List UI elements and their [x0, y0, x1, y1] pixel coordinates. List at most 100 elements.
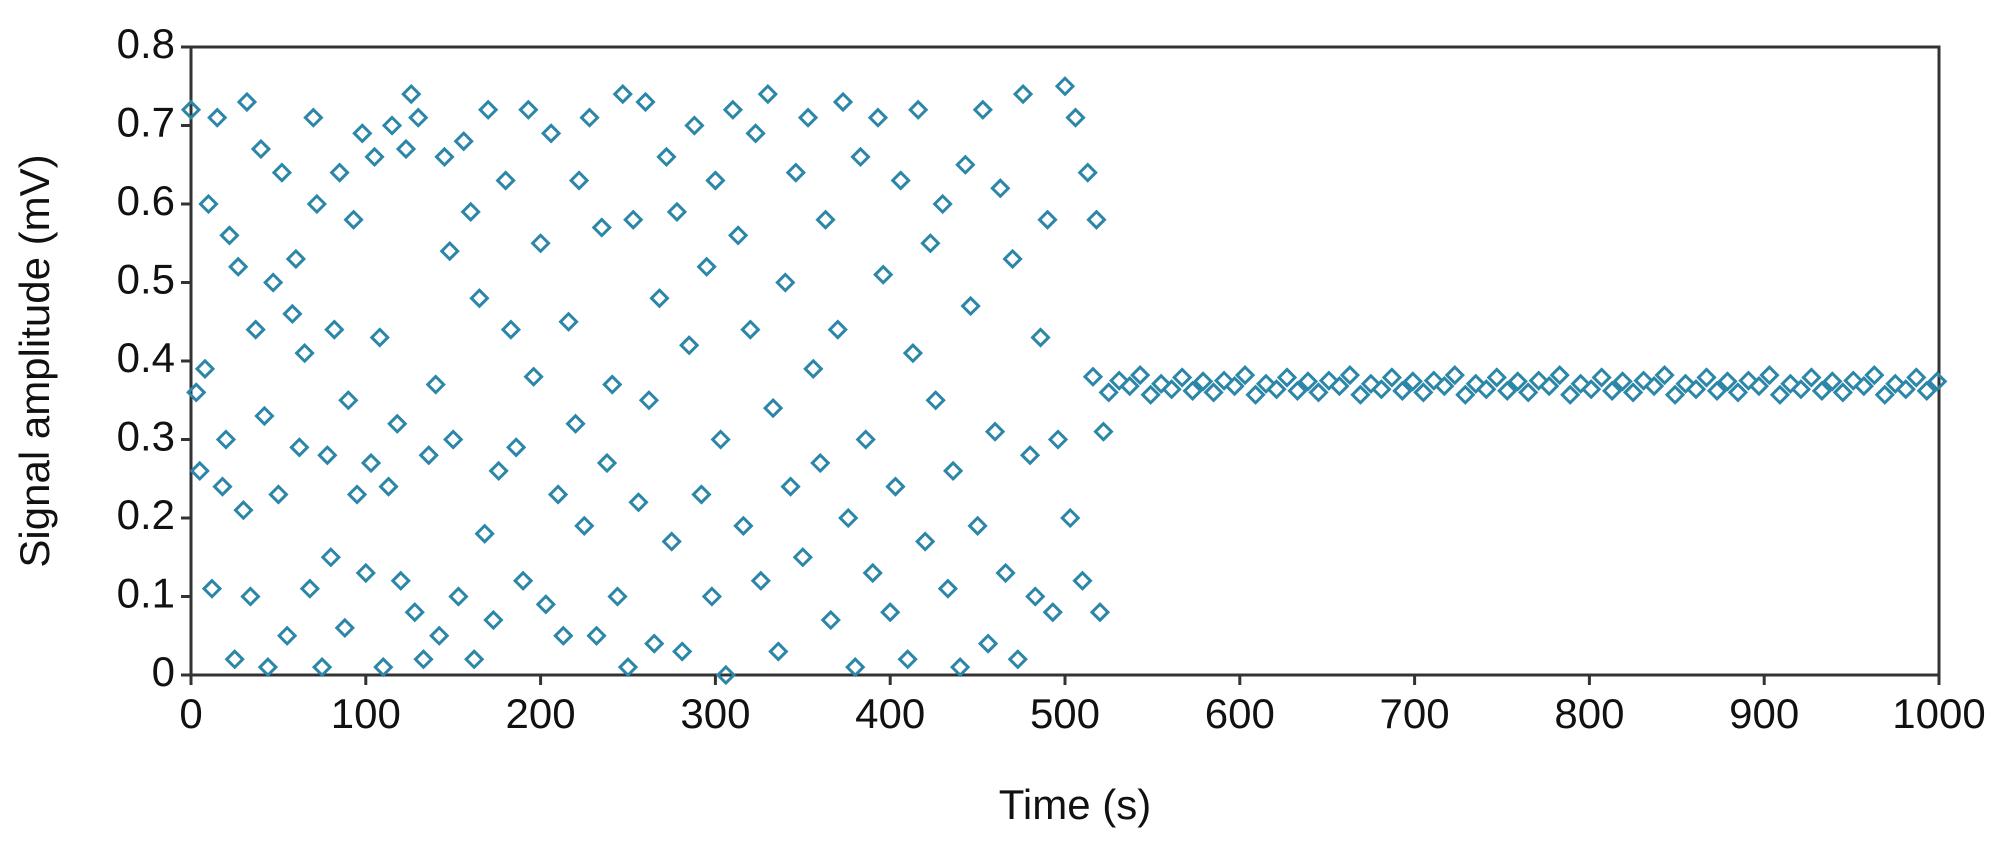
point [855, 429, 876, 450]
point [1423, 370, 1444, 391]
point [656, 146, 677, 168]
point [701, 586, 723, 607]
point [1371, 379, 1392, 400]
point [827, 319, 848, 340]
point [395, 138, 417, 160]
point [373, 657, 394, 678]
point [1434, 375, 1455, 397]
point [1664, 384, 1686, 405]
point [920, 233, 941, 254]
point [364, 146, 385, 168]
point [1047, 429, 1069, 450]
point [245, 319, 266, 340]
point [1060, 507, 1081, 529]
x-tick-label: 300 [680, 690, 750, 737]
point [404, 602, 425, 623]
point [960, 295, 981, 317]
point [285, 248, 307, 270]
point [1329, 375, 1350, 397]
point [612, 83, 633, 105]
point [1843, 370, 1864, 391]
point [733, 515, 754, 536]
point [329, 162, 350, 183]
point [1675, 373, 1696, 394]
point [596, 452, 618, 474]
point [387, 413, 408, 434]
point [478, 99, 499, 120]
point [324, 319, 345, 340]
point [705, 170, 726, 191]
point [943, 460, 964, 482]
point [189, 460, 210, 482]
point [558, 311, 579, 332]
point [460, 201, 481, 222]
point [1706, 380, 1728, 401]
point [224, 649, 245, 670]
point [483, 609, 504, 631]
x-tick-label: 0 [179, 690, 202, 737]
point [1759, 365, 1780, 386]
point [306, 193, 327, 215]
point [1832, 382, 1853, 403]
point [207, 107, 228, 128]
point [1927, 371, 1948, 392]
y-tick-label: 0.8 [117, 20, 175, 67]
point [381, 115, 403, 136]
point [890, 170, 911, 191]
point [908, 99, 929, 120]
point [1245, 384, 1266, 405]
point [1002, 248, 1023, 270]
x-axis-label: Time (s) [999, 781, 1151, 828]
point [775, 272, 796, 293]
point [990, 178, 1011, 199]
point [240, 586, 261, 607]
point [757, 83, 778, 105]
point [228, 256, 249, 277]
point [343, 209, 364, 230]
point [1654, 365, 1675, 386]
point [1895, 379, 1916, 400]
point [1012, 83, 1034, 105]
point [568, 170, 590, 191]
point [715, 664, 737, 686]
point [1007, 649, 1028, 670]
point [1560, 384, 1581, 405]
point [360, 452, 382, 474]
point [1696, 367, 1717, 388]
x-tick-label: 800 [1554, 690, 1624, 737]
point [469, 288, 490, 309]
point [1089, 602, 1111, 623]
point [1738, 370, 1759, 391]
point [885, 476, 906, 497]
point [282, 303, 303, 325]
point [294, 343, 315, 364]
point [1140, 384, 1161, 405]
point [1717, 371, 1738, 392]
point [277, 625, 298, 646]
point [506, 437, 527, 458]
point [1622, 382, 1644, 403]
point [1276, 367, 1298, 388]
point [413, 649, 434, 670]
point [236, 91, 258, 113]
point [644, 633, 665, 654]
point [1612, 371, 1633, 392]
point [201, 578, 223, 599]
y-tick-label: 0.5 [117, 256, 175, 303]
point [937, 578, 959, 599]
point [838, 507, 859, 529]
point [803, 358, 824, 379]
point [500, 319, 522, 340]
point [955, 154, 976, 175]
point [1360, 373, 1382, 394]
point [1318, 370, 1340, 391]
point [1086, 209, 1107, 230]
point [1350, 384, 1371, 405]
point [565, 413, 586, 434]
point [873, 264, 894, 285]
point [949, 657, 971, 678]
point [1402, 371, 1423, 392]
x-tick-label: 200 [506, 690, 576, 737]
point [1685, 379, 1707, 400]
